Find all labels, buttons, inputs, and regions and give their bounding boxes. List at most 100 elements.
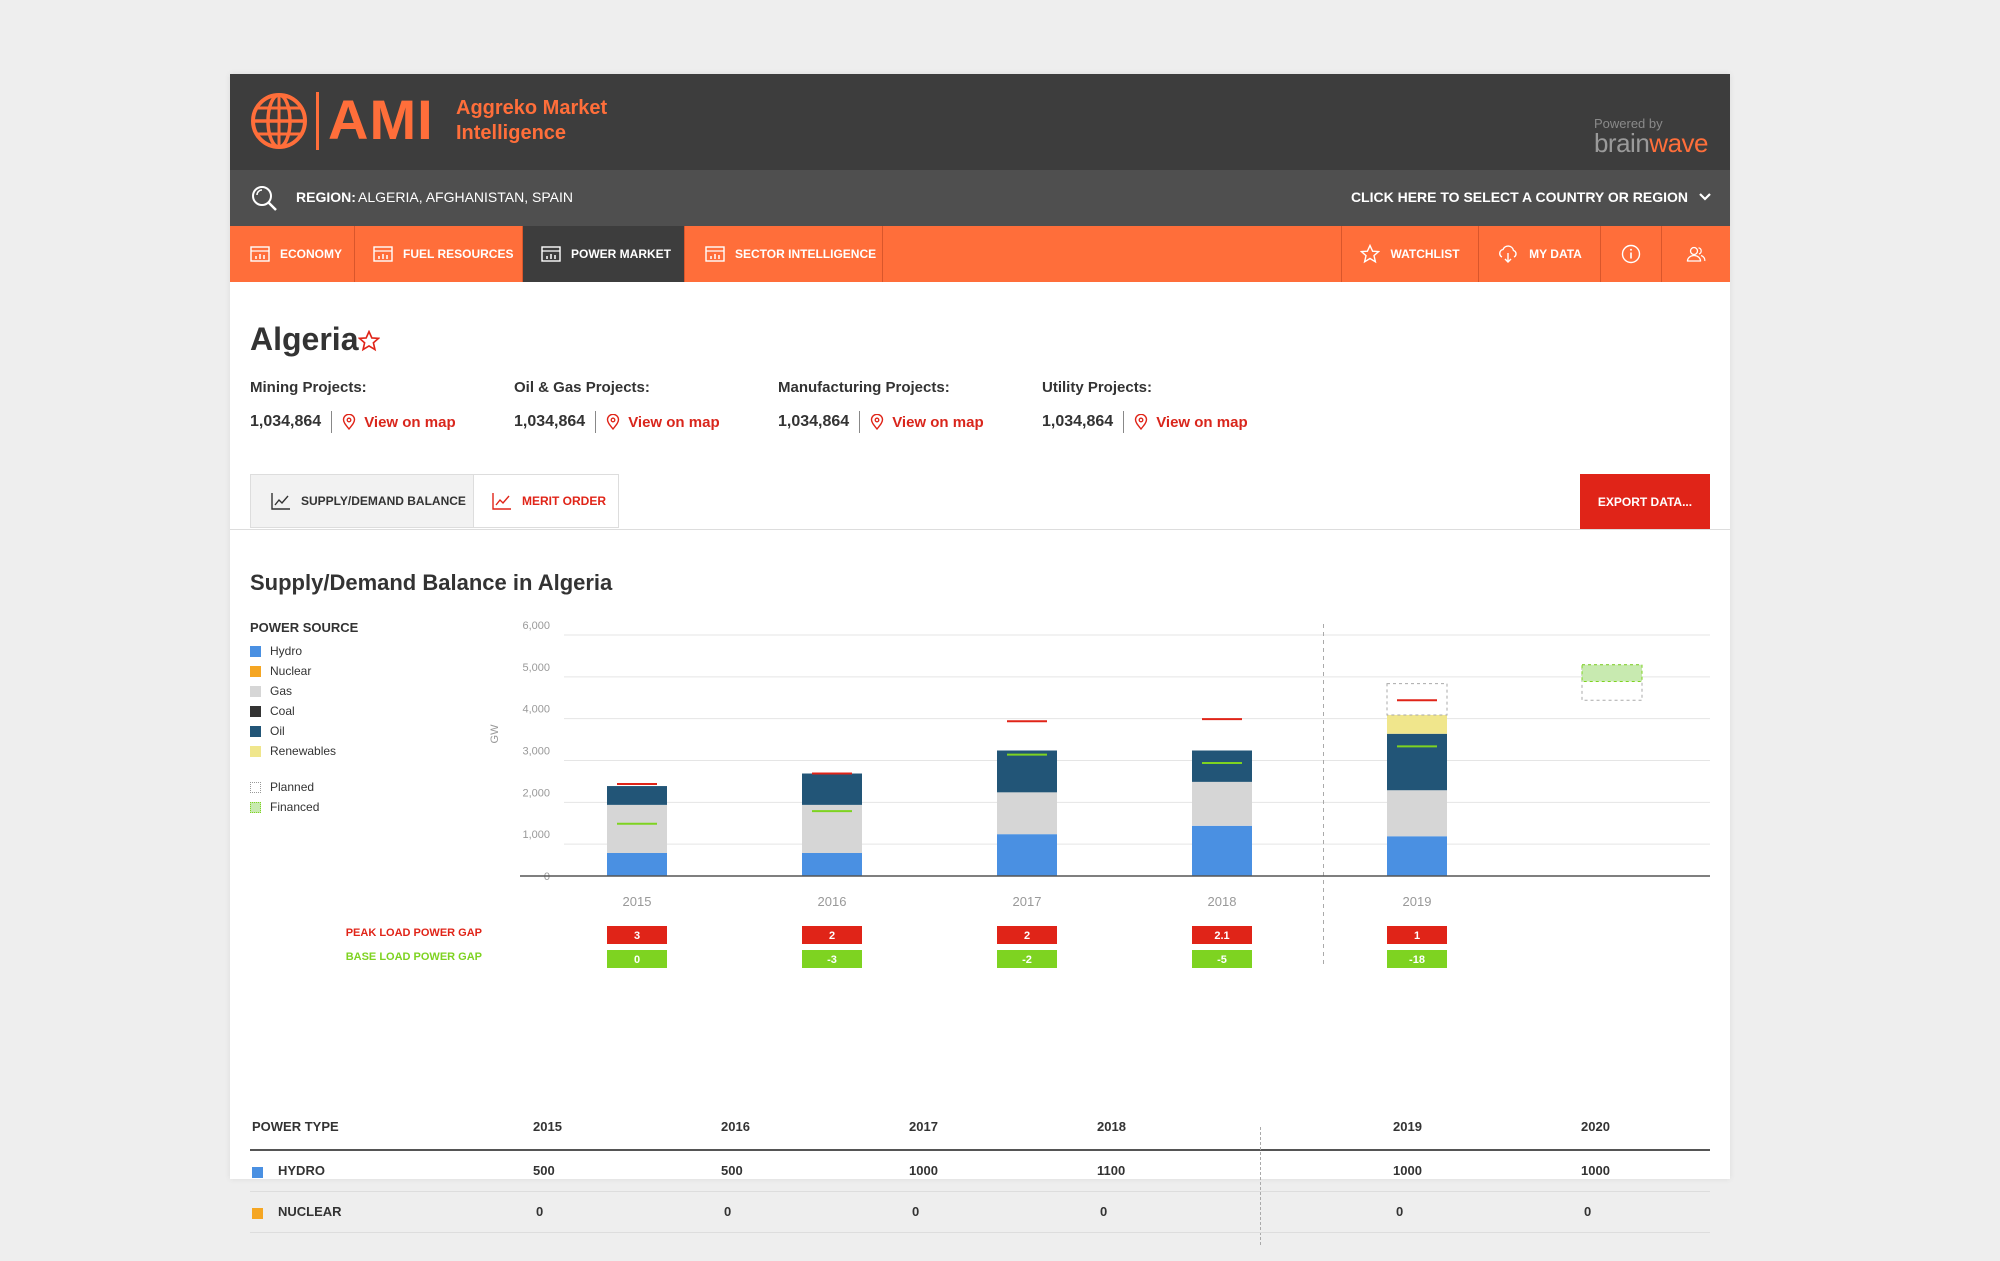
peak-gap-value: 1 (1414, 930, 1420, 942)
project-count: 1,034,864 (250, 413, 322, 430)
project-count: 1,034,864 (1042, 413, 1114, 430)
my-data-label: MY DATA (1529, 247, 1582, 261)
table-header-cell: 2018 (1097, 1119, 1126, 1134)
peak-gap-value: 2 (829, 930, 835, 942)
main-nav: ECONOMY FUEL RESOURCES POWER MARKET SECT… (230, 226, 1730, 282)
table-cell: 1000 (1393, 1163, 1422, 1178)
app-window: AMI Aggreko Market Intelligence Powered … (230, 74, 1730, 1245)
partner-logo: brainwave (1594, 128, 1709, 158)
view-on-map-link[interactable]: View on map (892, 413, 984, 431)
cloud-download-icon (1499, 245, 1517, 263)
tab-supply-demand-label: SUPPLY/DEMAND BALANCE (301, 494, 466, 508)
search-icon[interactable] (250, 184, 278, 212)
tab-fuel-resources-label: FUEL RESOURCES (403, 247, 514, 261)
oil-gas-projects: Oil & Gas Projects: 1,034,864 View on ma… (514, 379, 764, 433)
bar-segment-gas (1192, 781, 1252, 826)
tab-sector-intelligence[interactable]: SECTOR INTELLIGENCE (685, 226, 883, 282)
legend-swatch (250, 705, 261, 717)
chart-icon (541, 246, 561, 262)
legend-label: Planned (270, 780, 315, 794)
tab-economy-label: ECONOMY (280, 247, 343, 261)
table-header-cell: 2017 (909, 1119, 938, 1134)
x-tick-label: 2015 (623, 894, 652, 909)
base-gap-value: -5 (1217, 954, 1227, 966)
logo-divider (316, 92, 319, 150)
export-data-button[interactable]: EXPORT DATA... (1580, 474, 1710, 529)
x-tick-label: 2017 (1013, 894, 1042, 909)
chart-icon (250, 246, 270, 262)
tab-fuel-resources[interactable]: FUEL RESOURCES (355, 226, 523, 282)
globe-logo-icon (251, 93, 307, 149)
legend-label: Hydro (270, 644, 303, 658)
row-swatch (252, 1167, 263, 1178)
tab-merit-order-label: MERIT ORDER (522, 494, 606, 508)
tab-supply-demand[interactable]: SUPPLY/DEMAND BALANCE (250, 474, 474, 528)
my-data-button[interactable]: MY DATA (1478, 226, 1600, 282)
tab-merit-order[interactable]: MERIT ORDER (473, 474, 619, 528)
view-on-map-link[interactable]: View on map (628, 413, 720, 431)
bar-segment-gas (607, 804, 667, 853)
tab-economy[interactable]: ECONOMY (230, 226, 355, 282)
chart-icon (705, 246, 725, 262)
star-icon (1360, 244, 1381, 264)
peak-gap-badge (1387, 926, 1447, 944)
region-value: ALGERIA, AFGHANISTAN, SPAIN (358, 189, 573, 205)
legend-swatch (250, 781, 261, 793)
table-cell: 1000 (909, 1163, 938, 1178)
peak-gap-value: 2.1 (1214, 930, 1229, 942)
peak-gap-badge (802, 926, 862, 944)
base-gap-badge (802, 950, 862, 968)
table-header-cell: POWER TYPE (252, 1119, 339, 1134)
bar-segment-gas (997, 792, 1057, 835)
table-cell: 0 (912, 1204, 920, 1219)
y-tick-label: 3,000 (522, 746, 550, 758)
table-header-cell: 2020 (1581, 1119, 1610, 1134)
base-gap-badge (1192, 950, 1252, 968)
base-gap-badge (607, 950, 667, 968)
project-label: Utility Projects: (1042, 379, 1153, 396)
divider (331, 411, 333, 433)
line-chart-icon (492, 493, 511, 510)
info-button[interactable] (1600, 226, 1661, 282)
legend-item-coal: Coal (250, 701, 358, 721)
bar-segment-hydro (607, 852, 667, 876)
y-tick-label: 5,000 (522, 662, 550, 674)
y-tick-label: 1,000 (522, 829, 550, 841)
legend-item-nuclear: Nuclear (250, 661, 358, 681)
bar-segment-renewables (1387, 714, 1447, 734)
table-cell: 500 (533, 1163, 555, 1178)
watchlist-button[interactable]: WATCHLIST (1341, 226, 1478, 282)
view-on-map-link[interactable]: View on map (364, 413, 456, 431)
manufacturing-projects: Manufacturing Projects: 1,034,864 View o… (778, 379, 1028, 433)
legend-label: Renewables (270, 744, 337, 758)
bar-segment-hydro (1387, 836, 1447, 876)
divider (859, 411, 861, 433)
row-type: NUCLEAR (278, 1204, 342, 1219)
powered-by: Powered by brainwave (1594, 116, 1709, 158)
view-on-map-link[interactable]: View on map (1156, 413, 1248, 431)
table-header-cell: 2015 (533, 1119, 562, 1134)
partner-logo-b: wave (1649, 128, 1708, 158)
tab-power-market[interactable]: POWER MARKET (523, 226, 685, 282)
table-row: NUCLEAR 0 0 0 0 0 0 (250, 1192, 1710, 1233)
table-header-rule (250, 1149, 1710, 1151)
chevron-down-icon[interactable] (1698, 190, 1712, 204)
line-chart-icon (271, 493, 290, 510)
brand-subtitle: Aggreko Market Intelligence (456, 96, 646, 146)
table-cell: 1100 (1097, 1163, 1126, 1178)
table-cell: 0 (724, 1204, 732, 1219)
legend-swatch (250, 801, 261, 813)
project-count: 1,034,864 (778, 413, 850, 430)
x-tick-label: 2018 (1208, 894, 1237, 909)
y-tick-label: 0 (544, 871, 550, 883)
users-icon (1686, 246, 1706, 262)
user-button[interactable] (1661, 226, 1730, 282)
table-cell: 0 (1584, 1204, 1592, 1219)
divider (1123, 411, 1125, 433)
supply-demand-chart: 0 1,000 2,000 3,000 4,000 5,000 6,000 GW 2015 3 0 2… (489, 620, 1710, 968)
star-icon[interactable] (358, 330, 380, 352)
region-bar: REGION: ALGERIA, AFGHANISTAN, SPAIN CLIC… (230, 170, 1730, 226)
select-region-button[interactable]: CLICK HERE TO SELECT A COUNTRY OR REGION (1350, 189, 1688, 205)
bar-segment-oil (802, 773, 862, 805)
base-gap-value: -3 (827, 954, 837, 966)
